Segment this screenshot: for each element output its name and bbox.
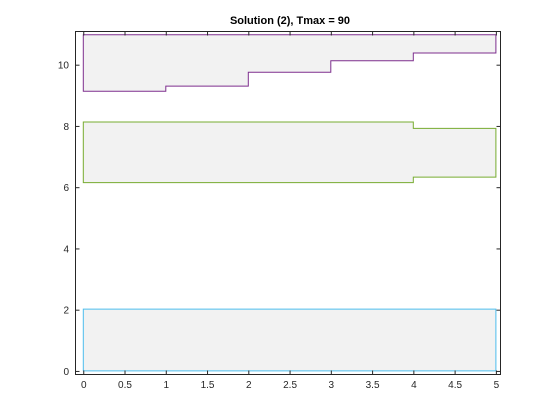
ticks-layer: 0 0.5 1 1.5 2 2.5 3 3.5 4 4.5 5 0 2 4 6 8 10 — [58, 31, 501, 391]
x-tick-label-6: 3 — [329, 380, 335, 391]
x-tick-label-3: 1.5 — [201, 380, 215, 391]
x-tick-label-5: 2.5 — [283, 380, 297, 391]
y-tick-label-0: 0 — [63, 367, 69, 378]
bands-layer — [82, 34, 497, 372]
y-tick-label-5: 10 — [58, 61, 70, 72]
x-tick-label-10: 5 — [494, 380, 500, 391]
x-tick-label-7: 3.5 — [366, 380, 380, 391]
y-tick-label-2: 4 — [63, 244, 69, 255]
x-tick-label-4: 2 — [246, 380, 252, 391]
y-tick-label-3: 6 — [63, 183, 69, 194]
x-tick-label-1: 0.5 — [118, 380, 132, 391]
x-tick-label-8: 4 — [411, 380, 417, 391]
band-2 — [82, 121, 497, 184]
axes-box — [75, 31, 501, 375]
x-tick-label-9: 4.5 — [448, 380, 462, 391]
y-tick-label-1: 2 — [63, 306, 69, 317]
chart-title: Solution (2), Tmax = 90 — [230, 15, 350, 27]
x-tick-label-2: 1 — [163, 380, 169, 391]
y-tick-label-4: 8 — [63, 122, 69, 133]
band-3 — [82, 34, 497, 92]
band-1 — [82, 308, 497, 372]
x-tick-label-0: 0 — [81, 380, 87, 391]
